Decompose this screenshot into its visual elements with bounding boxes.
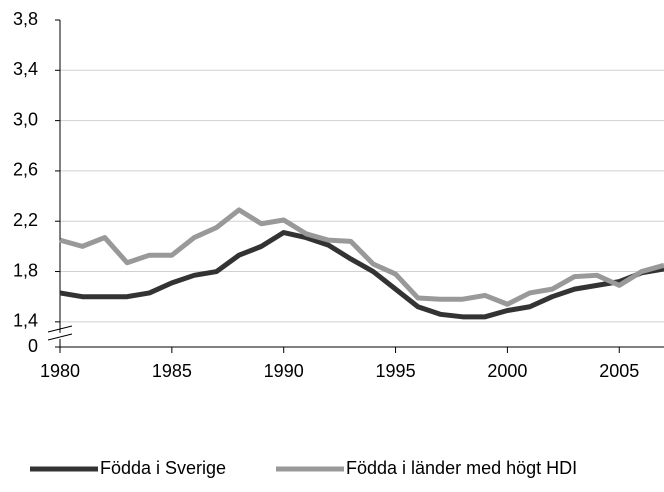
legend-label: Födda i länder med högt HDI xyxy=(346,458,577,478)
y-tick-label: 3,4 xyxy=(13,59,38,79)
x-tick-label: 1995 xyxy=(376,361,416,381)
y-tick-label: 3,8 xyxy=(13,9,38,29)
axis-break xyxy=(47,325,73,333)
x-tick-label: 1985 xyxy=(152,361,192,381)
y-tick-label: 1,8 xyxy=(13,260,38,280)
y-tick-label: 0 xyxy=(28,336,38,356)
x-tick-label: 1980 xyxy=(40,361,80,381)
line xyxy=(59,230,664,320)
y-tick-label: 3,0 xyxy=(13,109,38,129)
legend-label: Födda i Sverige xyxy=(100,458,226,478)
axis-break-gap xyxy=(48,333,72,339)
x-tick-label: 2000 xyxy=(487,361,527,381)
x-tick-label: 2005 xyxy=(599,361,639,381)
y-tick-label: 1,4 xyxy=(13,311,38,331)
y-tick-label: 2,2 xyxy=(13,210,38,230)
x-tick-label: 1990 xyxy=(264,361,304,381)
axis-break xyxy=(47,333,73,341)
y-tick-label: 2,6 xyxy=(13,160,38,180)
line xyxy=(59,207,664,307)
